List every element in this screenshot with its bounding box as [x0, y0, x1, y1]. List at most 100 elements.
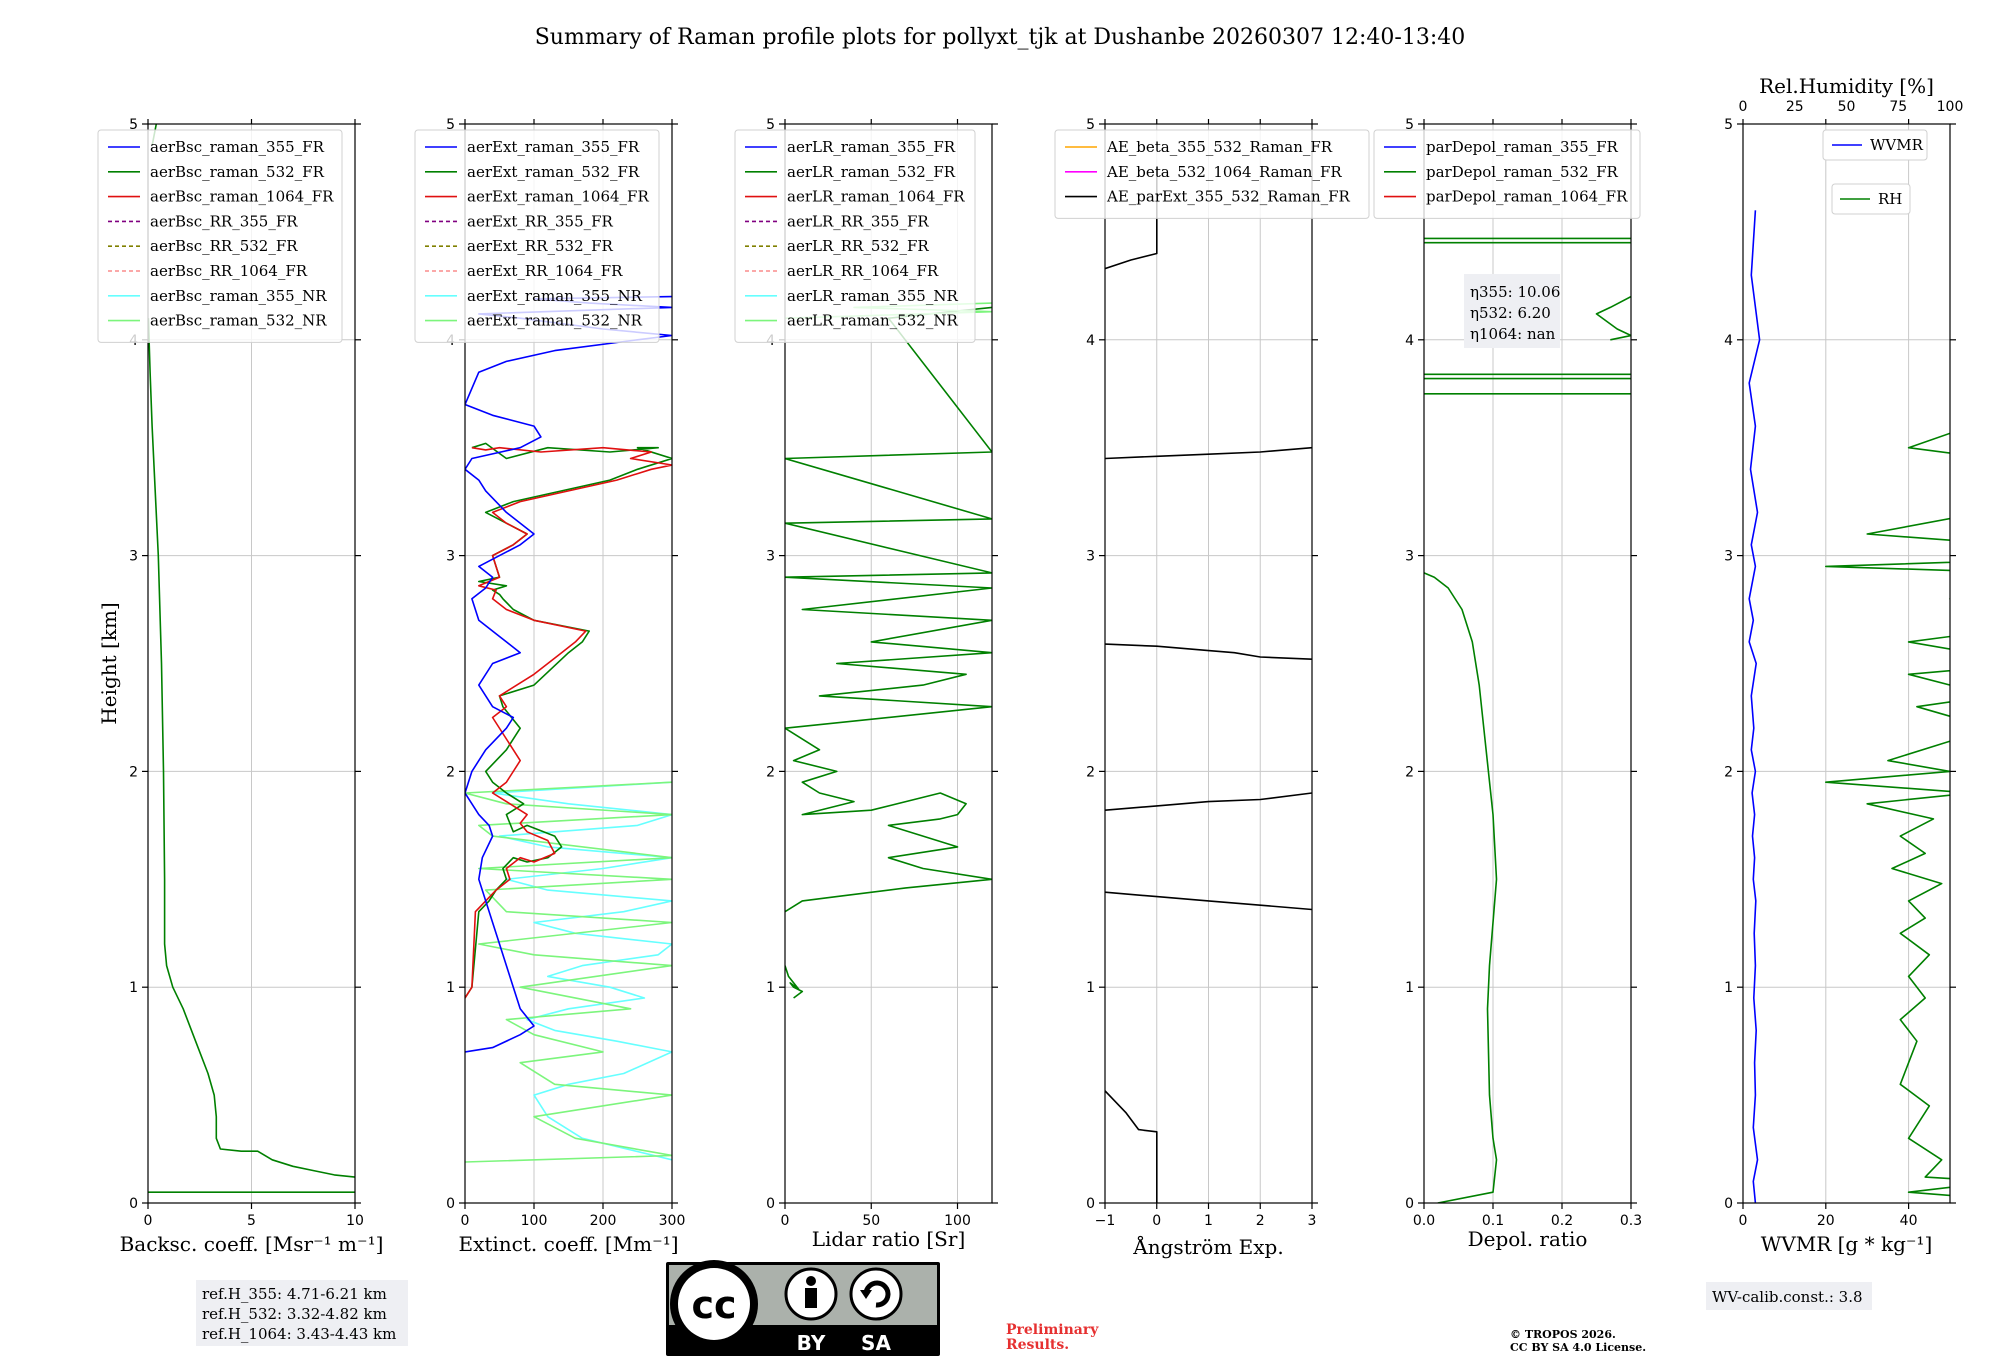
panel-bsc: 0510012345Backsc. coeff. [Msr⁻¹ m⁻¹]Heig… [97, 117, 383, 1256]
y-tick-label: 5 [446, 117, 455, 133]
x-tick-label: 3 [1308, 1213, 1317, 1229]
series-line-AE_seg5 [1105, 446, 1312, 460]
preliminary-line1: Preliminary [1006, 1322, 1099, 1338]
series-group [1748, 210, 1950, 1203]
legend-label: aerBsc_raman_355_FR [150, 138, 325, 156]
x-tick-label: 200 [590, 1213, 617, 1229]
legend: parDepol_raman_355_FR parDepol_raman_532_… [1373, 129, 1641, 219]
y-tick-label: 3 [1405, 549, 1414, 565]
legend-label: AE_beta_532_1064_Raman_FR [1106, 163, 1342, 181]
legend-label: aerExt_raman_355_NR [467, 287, 643, 305]
legend: WVMR RH [1822, 129, 1928, 215]
y-tick-label: 3 [446, 549, 455, 565]
x-tick-label: 5 [247, 1213, 256, 1229]
x-tick-label: 100 [944, 1213, 971, 1229]
x-tick-label: 0.1 [1482, 1213, 1504, 1229]
y-tick-label: 3 [129, 549, 138, 565]
legend-label: RH [1878, 190, 1902, 208]
series-line-aerExt_raman_532_NR [465, 781, 672, 1163]
y-tick-label: 1 [129, 980, 138, 996]
top-x-tick-label: 50 [1838, 99, 1856, 115]
copyright-line1: © TROPOS 2026. [1510, 1328, 1616, 1341]
legend-label: aerLR_RR_1064_FR [787, 262, 939, 280]
top-x-tick-label: 75 [1889, 99, 1907, 115]
series-line-aerLR_raman_532_FR_low [785, 965, 804, 999]
series-line-aerExt_raman_532_FR [465, 442, 672, 999]
eta-value: η355: 10.06 [1470, 283, 1560, 301]
x-tick-label: 40 [1900, 1213, 1918, 1229]
legend-label: aerLR_raman_532_NR [787, 312, 958, 330]
y-tick-label: 2 [1405, 764, 1414, 780]
x-axis-label: Extinct. coeff. [Mm⁻¹] [458, 1232, 678, 1256]
y-tick-label: 4 [1724, 333, 1733, 349]
x-tick-label: 2 [1256, 1213, 1265, 1229]
y-tick-label: 5 [129, 117, 138, 133]
x-tick-label: 20 [1817, 1213, 1835, 1229]
y-tick-label: 2 [1724, 764, 1733, 780]
legend-label: WVMR [1870, 136, 1924, 154]
y-tick-label: 5 [1724, 117, 1733, 133]
series-line-aerExt_raman_355_FR [465, 295, 672, 1053]
legend-label: aerLR_RR_355_FR [787, 212, 929, 230]
y-tick-label: 0 [129, 1196, 138, 1212]
x-tick-label: 0 [1152, 1213, 1161, 1229]
series-line-aerBsc_raman_532_FR [148, 318, 355, 1178]
y-tick-label: 3 [1086, 549, 1095, 565]
legend-label: aerBsc_RR_355_FR [150, 212, 298, 230]
legend-label: aerExt_RR_355_FR [467, 212, 614, 230]
series-line-AE_seg4 [1105, 643, 1312, 660]
eta-value: η532: 6.20 [1470, 304, 1551, 322]
x-tick-label: 300 [659, 1213, 686, 1229]
legend-label: parDepol_raman_532_FR [1426, 163, 1619, 181]
y-tick-label: 4 [1086, 333, 1095, 349]
y-tick-label: 5 [766, 117, 775, 133]
legend-label: aerExt_raman_355_FR [467, 138, 640, 156]
y-tick-label: 2 [766, 764, 775, 780]
legend-label: aerLR_RR_532_FR [787, 237, 929, 255]
top-x-tick-label: 100 [1937, 99, 1964, 115]
y-tick-label: 1 [1405, 980, 1414, 996]
sa-label: SA [861, 1331, 891, 1355]
series-line-parDepol_raman_532_FR [1424, 572, 1498, 1203]
y-tick-label: 1 [1724, 980, 1733, 996]
x-tick-label: 0 [144, 1213, 153, 1229]
axes-frame [464, 123, 673, 1204]
legend: aerExt_raman_355_FR aerExt_raman_532_FRae… [414, 129, 660, 343]
top-x-axis-label: Rel.Humidity [%] [1759, 74, 1934, 98]
legend-label: AE_parExt_355_532_Raman_FR [1106, 188, 1351, 206]
y-tick-label: 2 [1086, 764, 1095, 780]
x-axis-label: Backsc. coeff. [Msr⁻¹ m⁻¹] [120, 1232, 384, 1256]
by-label: BY [797, 1331, 826, 1355]
copyright-line2: CC BY SA 4.0 License. [1510, 1341, 1646, 1354]
legend-label: aerBsc_raman_1064_FR [150, 188, 334, 206]
ref-height-box: ref.H_355: 4.71-6.21 km ref.H_532: 3.32-… [196, 1280, 408, 1346]
legend-label: parDepol_raman_1064_FR [1426, 188, 1628, 206]
x-axis-label: Lidar ratio [Sr] [812, 1227, 966, 1251]
ref-height-1064: ref.H_1064: 3.43-4.43 km [202, 1325, 396, 1343]
y-tick-label: 2 [446, 764, 455, 780]
axes-frame [1742, 123, 1951, 1204]
y-axis-label: Height [km] [97, 602, 121, 724]
y-tick-label: 1 [766, 980, 775, 996]
preliminary-line2: Results. [1006, 1337, 1069, 1353]
y-tick-label: 3 [1724, 549, 1733, 565]
wv-calib-box: WV-calib.const.: 3.8 [1706, 1282, 1872, 1310]
legend-label: aerExt_RR_532_FR [467, 237, 614, 255]
ref-height-355: ref.H_355: 4.71-6.21 km [202, 1285, 387, 1303]
legend-label: aerBsc_RR_1064_FR [150, 262, 308, 280]
legend-label: parDepol_raman_355_FR [1426, 138, 1619, 156]
x-tick-label: 0 [781, 1213, 790, 1229]
y-tick-label: 0 [1405, 1196, 1414, 1212]
x-tick-label: 50 [862, 1213, 880, 1229]
x-tick-label: 0.0 [1413, 1213, 1435, 1229]
series-group [465, 295, 672, 1163]
legend: aerBsc_raman_355_FR aerBsc_raman_532_FRae… [97, 129, 343, 343]
series-line-RH [1825, 432, 1950, 1197]
legend: aerLR_raman_355_FR aerLR_raman_532_FR aerL… [734, 129, 976, 343]
x-tick-label: 0.2 [1551, 1213, 1573, 1229]
y-tick-label: 0 [1086, 1196, 1095, 1212]
x-axis-label: WVMR [g * kg⁻¹] [1761, 1232, 1933, 1256]
panel-lr: 050100012345Lidar ratio [Sr]aerLR_raman_… [734, 117, 998, 1251]
legend-label: aerBsc_raman_532_NR [150, 312, 327, 330]
